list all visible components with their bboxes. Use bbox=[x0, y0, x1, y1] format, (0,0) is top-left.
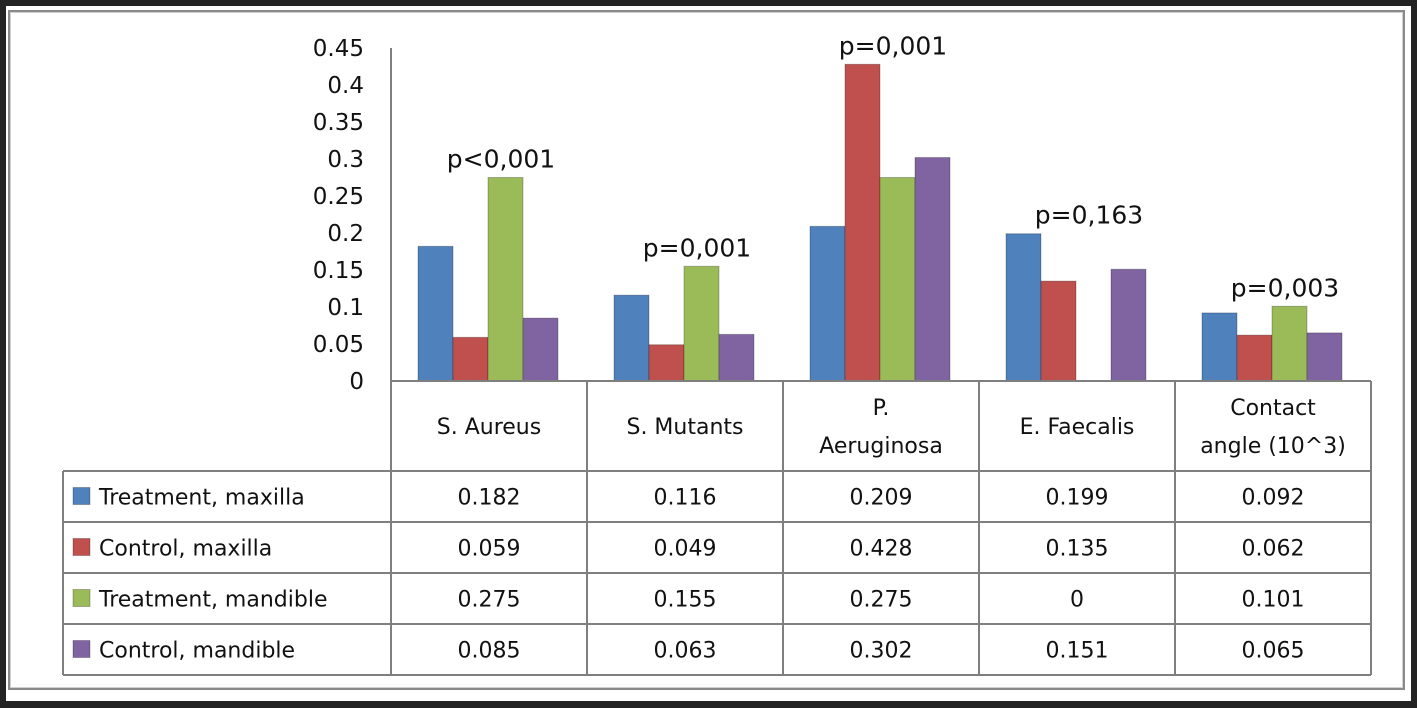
bar-treatment-mandible-4 bbox=[1271, 305, 1308, 382]
legend-label: Control, mandible bbox=[99, 639, 295, 664]
data-table-cell: 0.049 bbox=[654, 537, 717, 562]
y-tick-label: 0.25 bbox=[313, 184, 364, 210]
category-label: angle (10^3) bbox=[1200, 434, 1346, 459]
y-tick-label: 0.4 bbox=[327, 73, 364, 99]
data-table-cell: 0.275 bbox=[458, 588, 521, 613]
data-table-cell: 0.182 bbox=[458, 486, 521, 511]
y-tick-label: 0.15 bbox=[313, 258, 364, 284]
chart-border bbox=[8, 10, 1405, 690]
bar-control-maxilla-4 bbox=[1236, 334, 1273, 382]
legend-label: Control, maxilla bbox=[99, 537, 272, 562]
bar-treatment-mandible-0 bbox=[487, 177, 524, 382]
bar-control-mandible-2 bbox=[914, 157, 951, 382]
category-label: S. Mutants bbox=[626, 415, 743, 440]
p-value-annotation: p<0,001 bbox=[447, 145, 555, 174]
legend-swatch bbox=[72, 538, 91, 556]
data-table-cell: 0.275 bbox=[850, 588, 913, 613]
category-label: E. Faecalis bbox=[1020, 415, 1135, 440]
bar-treatment-maxilla-3 bbox=[1005, 233, 1042, 382]
y-tick-label: 0.35 bbox=[313, 110, 364, 136]
data-table-cell: 0.135 bbox=[1046, 537, 1109, 562]
data-table-cell: 0.199 bbox=[1046, 486, 1109, 511]
p-value-annotation: p=0,001 bbox=[643, 233, 751, 262]
data-table-cell: 0.065 bbox=[1242, 639, 1305, 664]
bar-control-mandible-0 bbox=[522, 317, 559, 382]
y-tick-label: 0.45 bbox=[313, 36, 364, 62]
data-table-cell: 0.092 bbox=[1242, 486, 1305, 511]
bar-control-maxilla-1 bbox=[648, 344, 685, 382]
data-table-cell: 0.085 bbox=[458, 639, 521, 664]
bar-treatment-mandible-1 bbox=[683, 265, 720, 382]
p-value-annotation: p=0,003 bbox=[1231, 273, 1339, 302]
data-table-cell: 0.209 bbox=[850, 486, 913, 511]
y-tick-label: 0.2 bbox=[327, 221, 364, 247]
bar-treatment-maxilla-2 bbox=[809, 225, 846, 382]
legend-label: Treatment, maxilla bbox=[98, 486, 305, 511]
bar-treatment-maxilla-0 bbox=[417, 245, 454, 382]
p-value-annotation: p=0,001 bbox=[839, 31, 947, 60]
data-table-cell: 0.155 bbox=[654, 588, 717, 613]
data-table-cell: 0.116 bbox=[654, 486, 717, 511]
bar-control-mandible-3 bbox=[1110, 268, 1147, 382]
data-table-cell: 0.302 bbox=[850, 639, 913, 664]
legend-label: Treatment, mandible bbox=[98, 588, 327, 613]
category-label: S. Aureus bbox=[437, 415, 541, 440]
legend-swatch bbox=[72, 640, 91, 658]
y-tick-label: 0.05 bbox=[313, 332, 364, 358]
data-table-cell: 0.428 bbox=[850, 537, 913, 562]
data-table-cell: 0.063 bbox=[654, 639, 717, 664]
bar-control-mandible-4 bbox=[1306, 332, 1343, 382]
category-label: Aeruginosa bbox=[819, 434, 943, 459]
bar-treatment-maxilla-4 bbox=[1201, 312, 1238, 382]
bar-control-maxilla-2 bbox=[844, 63, 881, 382]
y-tick-label: 0 bbox=[349, 369, 364, 395]
legend-swatch bbox=[72, 487, 91, 505]
p-value-annotation: p=0,163 bbox=[1035, 201, 1143, 230]
legend-swatch bbox=[72, 589, 91, 607]
category-label: P. bbox=[873, 396, 890, 421]
bar-treatment-mandible-2 bbox=[879, 177, 916, 382]
data-table-cell: 0.151 bbox=[1046, 639, 1109, 664]
data-table-cell: 0.062 bbox=[1242, 537, 1305, 562]
data-table-cell: 0.059 bbox=[458, 537, 521, 562]
y-tick-label: 0.3 bbox=[327, 147, 364, 173]
bar-control-maxilla-3 bbox=[1040, 280, 1077, 382]
y-tick-label: 0.1 bbox=[327, 295, 364, 321]
bar-treatment-maxilla-1 bbox=[613, 294, 650, 382]
data-table-cell: 0 bbox=[1070, 588, 1084, 613]
category-label: Contact bbox=[1230, 396, 1316, 421]
data-table-cell: 0.101 bbox=[1242, 588, 1305, 613]
bar-control-mandible-1 bbox=[718, 333, 755, 382]
bar-control-maxilla-0 bbox=[452, 336, 489, 382]
